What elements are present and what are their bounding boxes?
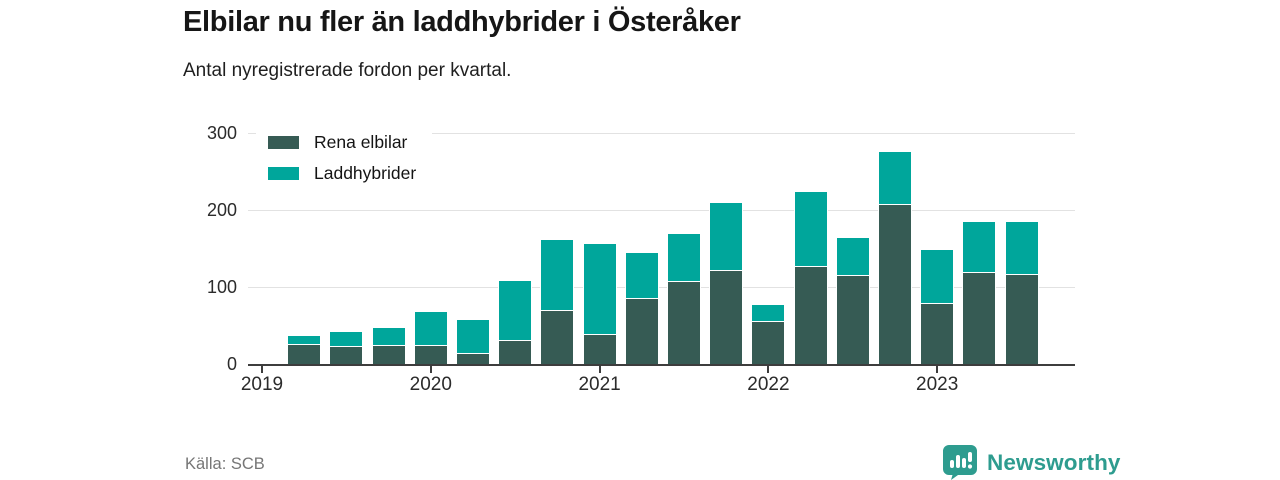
x-axis-tick-2019	[261, 365, 263, 373]
bar-2022-K2-laddhybrider	[793, 190, 828, 268]
legend-swatch	[268, 136, 299, 149]
gridline-100	[248, 286, 1075, 288]
bar-2019-K3-laddhybrider	[329, 330, 364, 347]
bar-2020-K4-rena-elbilar	[540, 310, 575, 366]
legend-label: Laddhybrider	[314, 163, 417, 183]
bar-2019-K2-rena-elbilar	[287, 343, 322, 366]
bar-2021-K2-rena-elbilar	[624, 298, 659, 366]
bar-2021-K2-laddhybrider	[624, 251, 659, 300]
bar-2020-K2-laddhybrider	[456, 318, 490, 354]
bar-2019-K2-laddhybrider	[287, 335, 322, 345]
chart-subtitle: Antal nyregistrerade fordon per kvartal.	[183, 60, 512, 81]
bar-2020-K1-laddhybrider	[413, 311, 448, 347]
x-axis-label-2022: 2022	[747, 373, 790, 395]
y-axis-label-100: 100	[206, 276, 237, 297]
bar-2023-K2-laddhybrider	[962, 220, 997, 273]
bar-2022-K3-laddhybrider	[835, 237, 870, 276]
bar-2023-K3-rena-elbilar	[1004, 274, 1039, 366]
source-credit: Källa: SCB	[185, 455, 265, 473]
newsworthy-brand: Newsworthy	[942, 444, 1121, 480]
bar-2020-K3-rena-elbilar	[498, 339, 533, 366]
newsworthy-brand-text: Newsworthy	[987, 450, 1121, 475]
legend-item-laddhybrider: Laddhybrider	[268, 163, 416, 184]
bar-2022-K2-rena-elbilar	[793, 266, 828, 366]
x-axis-label-2021: 2021	[578, 373, 621, 395]
bar-2021-K4-laddhybrider	[709, 201, 744, 272]
x-axis-label-2020: 2020	[409, 373, 452, 395]
y-axis-label-200: 200	[206, 199, 237, 220]
bar-2022-K3-rena-elbilar	[835, 274, 870, 366]
bar-2023-K3-laddhybrider	[1004, 220, 1039, 276]
x-axis-line	[248, 363, 1075, 366]
legend-label: Rena elbilar	[314, 132, 408, 152]
y-axis-label-0: 0	[226, 354, 237, 374]
x-axis-tick-2023	[936, 365, 939, 373]
x-axis-tick-2021	[598, 365, 601, 373]
bar-2020-K3-laddhybrider	[498, 280, 533, 341]
y-axis-label-300: 300	[206, 122, 237, 143]
legend-swatch	[268, 167, 299, 180]
bar-2021-K1-laddhybrider	[582, 242, 617, 335]
bar-2021-K1-rena-elbilar	[582, 333, 617, 366]
newsworthy-logo-icon	[943, 445, 977, 480]
bar-2023-K1-rena-elbilar	[920, 302, 955, 366]
x-axis-label-2023: 2023	[916, 373, 959, 395]
bar-2022-K4-laddhybrider	[878, 150, 912, 205]
bar-2023-K2-rena-elbilar	[962, 271, 997, 366]
gridline-300	[248, 132, 1075, 134]
bar-2022-K1-laddhybrider	[751, 303, 786, 323]
x-axis-tick-2022	[767, 365, 770, 373]
chart-legend: Rena elbilar Laddhybrider	[256, 126, 433, 190]
bar-2022-K4-rena-elbilar	[878, 203, 912, 366]
bar-2021-K4-rena-elbilar	[709, 270, 744, 366]
bar-2021-K3-rena-elbilar	[667, 281, 701, 366]
bar-2021-K3-laddhybrider	[667, 232, 701, 283]
bar-2019-K4-rena-elbilar	[371, 345, 406, 366]
page-title: Elbilar nu fler än laddhybrider i Österå…	[183, 6, 741, 38]
bar-2019-K4-laddhybrider	[371, 327, 406, 347]
bar-2020-K1-rena-elbilar	[413, 345, 448, 366]
bar-2020-K4-laddhybrider	[540, 238, 575, 312]
bar-2023-K1-laddhybrider	[920, 248, 955, 304]
bar-2022-K1-rena-elbilar	[751, 321, 786, 366]
x-axis-label-2019: 2019	[240, 373, 284, 395]
legend-item-rena-elbilar: Rena elbilar	[268, 132, 416, 153]
gridline-200	[248, 209, 1075, 211]
x-axis-tick-2020	[429, 365, 432, 373]
